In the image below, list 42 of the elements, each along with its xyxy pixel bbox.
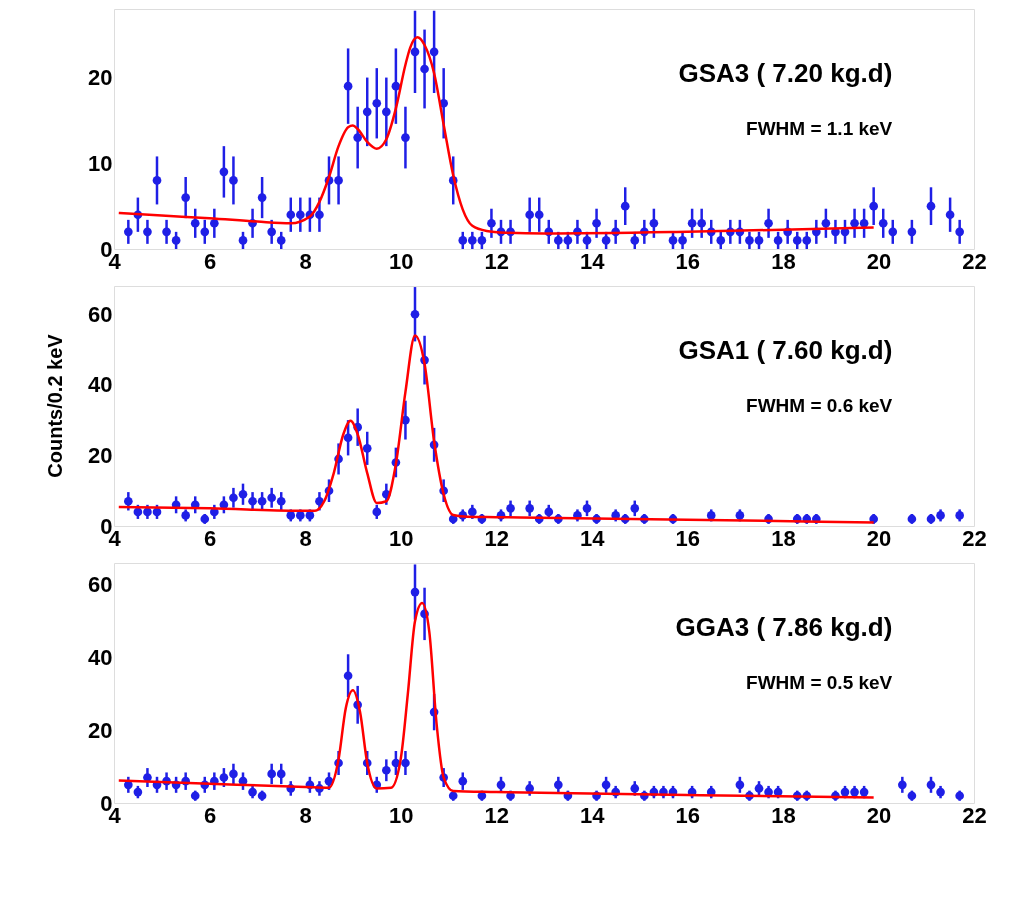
x-tick-label: 8 bbox=[299, 248, 312, 274]
x-tick-label: 10 bbox=[388, 525, 414, 551]
x-tick-label: 10 bbox=[388, 248, 414, 274]
x-tick-label: 14 bbox=[580, 248, 606, 274]
x-tick-label: 12 bbox=[484, 248, 509, 274]
x-tick-label: 8 bbox=[299, 525, 312, 551]
y-tick-label: 20 bbox=[88, 442, 113, 468]
x-tick-label: 6 bbox=[203, 248, 217, 274]
y-tick-label: 40 bbox=[88, 372, 113, 398]
annotation: GSA3 ( 7.20 kg.d) bbox=[678, 57, 893, 88]
x-tick-label: 16 bbox=[675, 802, 701, 828]
x-tick-label: 18 bbox=[771, 802, 796, 828]
y-tick-label: 40 bbox=[88, 645, 113, 671]
x-tick-label: 20 bbox=[866, 248, 892, 274]
annotation: FWHM = 1.1 keV bbox=[746, 118, 893, 139]
x-tick-label: 18 bbox=[771, 248, 796, 274]
x-tick-label: 20 bbox=[866, 525, 892, 551]
x-tick-label: 6 bbox=[203, 525, 217, 551]
x-tick-label: 22 bbox=[962, 248, 987, 274]
y-axis-title: Counts/0.2 keV bbox=[44, 333, 66, 478]
y-tick-label: 60 bbox=[88, 301, 113, 327]
x-tick-label: 16 bbox=[675, 525, 701, 551]
y-tick-label: 20 bbox=[88, 717, 113, 743]
annotation: FWHM = 0.6 keV bbox=[746, 395, 893, 416]
x-tick-label: 10 bbox=[388, 802, 414, 828]
y-tick-label: 60 bbox=[88, 572, 113, 598]
annotation: GSA1 ( 7.60 kg.d) bbox=[678, 334, 893, 365]
y-tick-label: 20 bbox=[88, 65, 113, 91]
x-tick-label: 22 bbox=[962, 525, 987, 551]
x-tick-label: 16 bbox=[675, 248, 701, 274]
annotation: FWHM = 0.5 keV bbox=[746, 672, 893, 693]
x-tick-label: 12 bbox=[484, 802, 509, 828]
x-tick-label: 8 bbox=[299, 802, 312, 828]
y-tick-label: 10 bbox=[88, 150, 113, 176]
x-tick-label: 18 bbox=[771, 525, 796, 551]
x-tick-label: 22 bbox=[962, 802, 987, 828]
x-tick-label: 14 bbox=[580, 802, 606, 828]
x-tick-label: 12 bbox=[484, 525, 509, 551]
annotation: GGA3 ( 7.86 kg.d) bbox=[675, 611, 893, 642]
x-tick-label: 14 bbox=[580, 525, 606, 551]
x-tick-label: 20 bbox=[866, 802, 892, 828]
x-tick-label: 6 bbox=[203, 802, 217, 828]
